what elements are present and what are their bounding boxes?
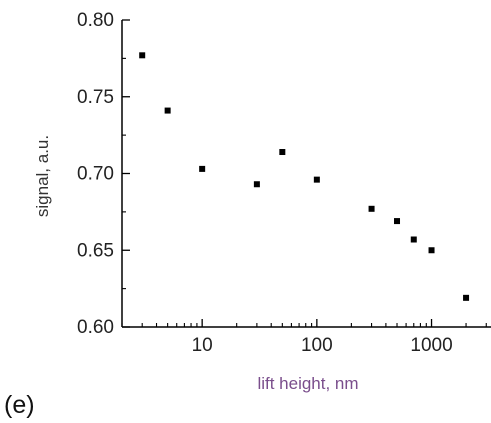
- y-axis-ticks: 0.60 0.65 0.70 0.75 0.80: [77, 10, 130, 338]
- x-axis-title: lift height, nm: [257, 374, 358, 393]
- data-point-9: [428, 247, 435, 254]
- y-tick-label: 0.80: [77, 10, 114, 31]
- data-point-1: [164, 107, 171, 114]
- data-point-0: [139, 52, 146, 59]
- plot-area: [121, 20, 491, 328]
- y-axis-title: signal, a.u.: [33, 135, 52, 217]
- data-point-2: [199, 165, 206, 172]
- y-tick-label: 0.70: [77, 164, 114, 185]
- y-tick-label: 0.60: [77, 317, 114, 338]
- y-tick-label: 0.75: [77, 87, 114, 108]
- x-tick-label: 1000: [410, 335, 452, 356]
- x-tick-label: 10: [192, 335, 213, 356]
- data-point-7: [394, 218, 401, 225]
- data-point-8: [410, 236, 417, 243]
- y-tick-label: 0.65: [77, 240, 114, 261]
- x-axis-ticks: 10 100 1000: [121, 319, 487, 356]
- data-point-6: [368, 205, 375, 212]
- x-tick-label: 100: [301, 335, 333, 356]
- data-point-3: [253, 181, 260, 188]
- panel-label: (e): [4, 391, 35, 419]
- data-point-4: [279, 149, 286, 156]
- data-points: [139, 52, 470, 301]
- data-point-10: [463, 294, 470, 301]
- data-point-5: [313, 176, 320, 183]
